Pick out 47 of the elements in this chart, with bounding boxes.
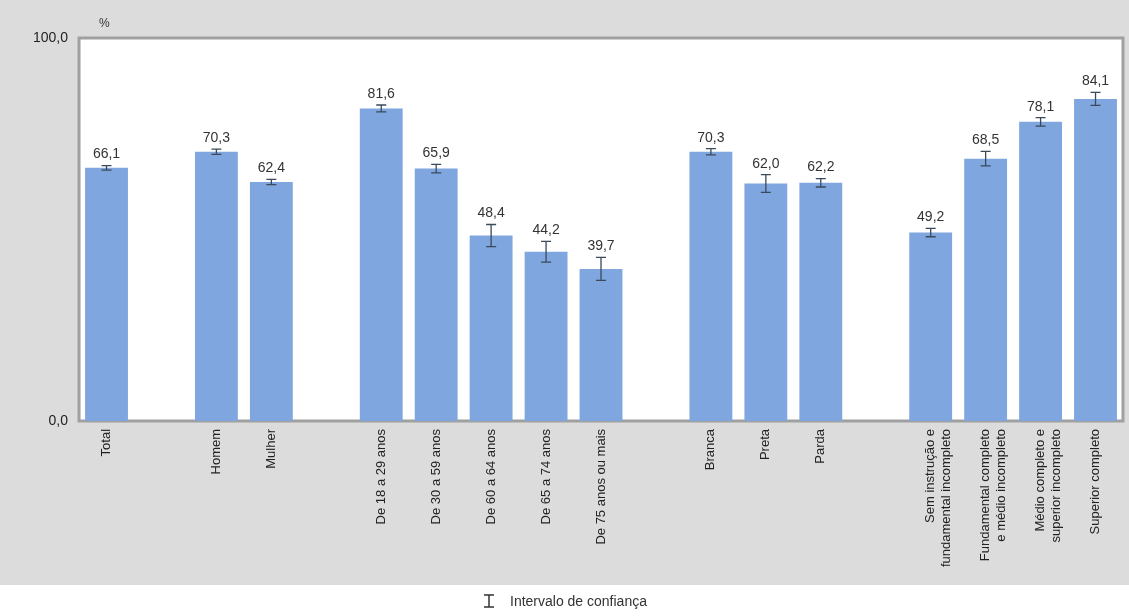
x-tick-label: Preta [757, 428, 773, 461]
x-tick-label: De 18 a 29 anos [372, 428, 388, 525]
data-label: 65,9 [422, 144, 451, 161]
data-label: 78,1 [1026, 97, 1055, 114]
bar [524, 251, 568, 421]
bar [744, 183, 788, 421]
y-tick-label: 100,0 [32, 28, 69, 45]
x-tick-label: De 65 a 74 anos [537, 428, 553, 525]
bar [1019, 121, 1063, 421]
x-tick-label: De 30 a 59 anos [427, 428, 443, 525]
data-label: 70,3 [697, 128, 725, 145]
data-label: 44,2 [532, 221, 560, 238]
bar [469, 235, 513, 421]
data-label: 84,1 [1081, 72, 1110, 89]
data-label: 62,4 [257, 159, 286, 176]
x-tick-label: Branca [702, 428, 718, 471]
data-label: 62,0 [752, 154, 780, 171]
bar [414, 168, 458, 421]
data-label: 81,6 [367, 84, 396, 101]
data-label: 49,2 [917, 208, 945, 225]
data-label: 70,3 [202, 128, 231, 145]
bar [964, 158, 1008, 421]
x-tick-label: De 60 a 64 anos [482, 428, 498, 525]
bar [1074, 98, 1117, 421]
bar [689, 151, 733, 421]
x-tick-label: Homem [207, 428, 223, 475]
data-label: 68,5 [972, 131, 1000, 148]
bar [909, 232, 953, 421]
x-tick-label: Sem instrução e fundamental incompleto [922, 428, 953, 567]
text: Intervalo de confiança [510, 592, 647, 609]
data-label: 48,4 [477, 204, 505, 221]
y-tick-label: 0,0 [48, 411, 69, 428]
bar [249, 182, 293, 421]
x-tick-label: Total [98, 428, 114, 457]
bar [194, 151, 238, 421]
x-tick-label: Parda [812, 428, 828, 464]
data-label: 39,7 [587, 237, 615, 254]
data-label: 66,1 [92, 145, 121, 162]
bar [359, 108, 403, 421]
bar [799, 182, 843, 421]
bar [579, 268, 623, 421]
y-axis-title: % [99, 16, 111, 31]
x-tick-label: Mulher [262, 428, 278, 469]
bar [85, 167, 128, 421]
data-label: 62,2 [807, 158, 835, 175]
x-tick-label: Superior completo [1087, 428, 1103, 535]
x-tick-label: De 75 anos ou mais [592, 428, 608, 545]
